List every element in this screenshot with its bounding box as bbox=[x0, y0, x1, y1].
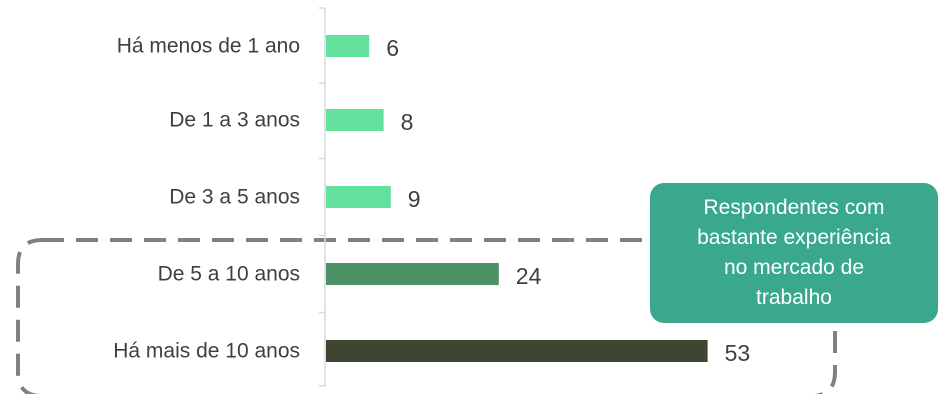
category-label: De 1 a 3 anos bbox=[169, 109, 300, 132]
value-label: 53 bbox=[725, 340, 751, 366]
value-label: 24 bbox=[516, 263, 542, 289]
bar bbox=[326, 340, 708, 362]
value-label: 8 bbox=[401, 109, 414, 135]
value-label: 9 bbox=[408, 186, 421, 212]
category-label: Há mais de 10 anos bbox=[113, 340, 300, 363]
bar bbox=[326, 109, 384, 131]
value-label: 6 bbox=[386, 35, 399, 61]
bar bbox=[326, 35, 370, 57]
bar bbox=[326, 263, 499, 285]
experience-highlight-outline bbox=[16, 238, 837, 398]
bar bbox=[326, 186, 391, 208]
category-label: De 3 a 5 anos bbox=[169, 186, 300, 209]
category-label: De 5 a 10 anos bbox=[158, 263, 300, 286]
experience-callout: Respondentes com bastante experiência no… bbox=[650, 183, 938, 323]
category-label: Há menos de 1 ano bbox=[117, 35, 300, 58]
